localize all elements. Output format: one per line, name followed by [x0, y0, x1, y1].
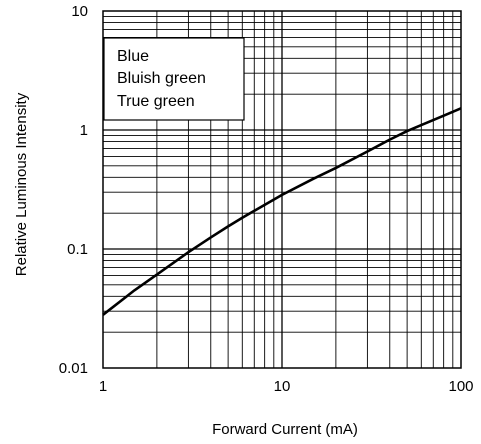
legend-entry-blue: Blue	[117, 48, 149, 65]
y-tick-label: 10	[71, 3, 88, 20]
plot-frame	[102, 10, 462, 369]
x-tick-label: 1	[99, 378, 107, 395]
x-tick-label: 100	[448, 378, 473, 395]
y-tick-label: 0.01	[59, 360, 88, 377]
series-line	[102, 107, 462, 316]
legend: Blue Bluish green True green	[103, 37, 245, 121]
y-tick-label: 0.1	[67, 241, 88, 258]
x-axis-title: Forward Current (mA)	[212, 421, 358, 438]
x-tick-labels: 1 10 100	[99, 378, 474, 395]
series-layer	[102, 107, 462, 316]
grid	[103, 11, 461, 368]
legend-entry-true-green: True green	[117, 93, 195, 110]
y-tick-label: 1	[80, 122, 88, 139]
legend-entry-bluish-green: Bluish green	[117, 70, 206, 87]
y-axis-title: Relative Luminous Intensity	[13, 92, 30, 276]
y-tick-labels: 0.01 0.1 1 10	[59, 3, 88, 377]
legend-box	[103, 37, 245, 121]
x-tick-label: 10	[274, 378, 291, 395]
